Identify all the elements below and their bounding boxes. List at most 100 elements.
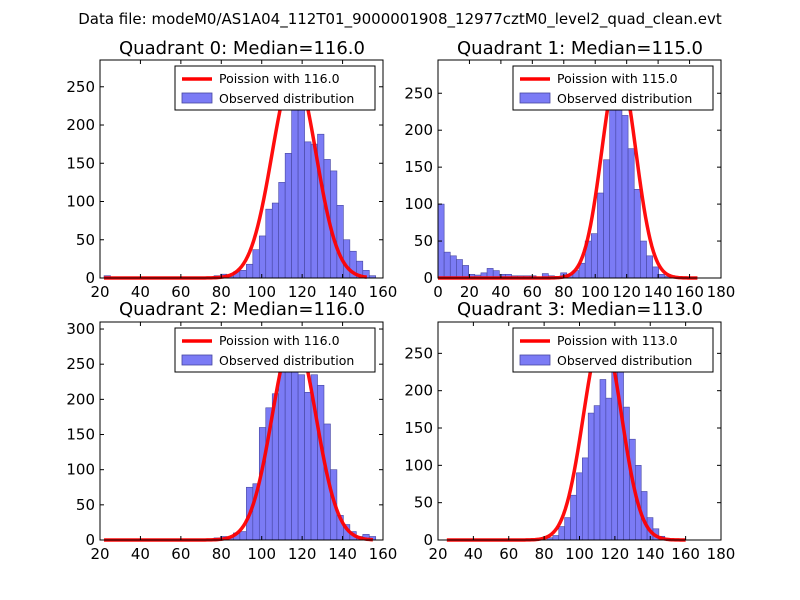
y-tick-label: 100	[66, 461, 95, 479]
y-tick-label: 150	[66, 426, 95, 444]
x-tick-label: 100	[581, 283, 610, 301]
x-tick-label: 140	[644, 283, 673, 301]
histogram-bar	[343, 239, 351, 279]
x-tick-label: 60	[171, 545, 190, 563]
y-tick-label: 150	[66, 154, 95, 172]
x-tick-label: 20	[90, 545, 109, 563]
histogram-bar	[449, 255, 457, 279]
x-tick-label: 120	[601, 545, 630, 563]
x-tick-label: 40	[131, 283, 150, 301]
y-tick-label: 250	[404, 344, 433, 362]
y-tick-label: 150	[404, 158, 433, 176]
histogram-bar	[336, 205, 344, 279]
x-tick-label: 80	[212, 283, 231, 301]
legend-histogram-label: Observed distribution	[219, 353, 354, 368]
histogram-bar	[317, 133, 325, 279]
axes-frame	[99, 59, 384, 279]
subplot-title: Quadrant 0: Median=116.0	[119, 38, 365, 59]
subplot-title: Quadrant 2: Median=116.0	[119, 299, 365, 320]
axes-frame	[437, 59, 722, 279]
x-tick-label: 60	[499, 545, 518, 563]
x-tick-label: 120	[612, 283, 641, 301]
histogram-bars	[213, 342, 377, 541]
axes: 20 40 60 80 100 120 140 160 0 50 100 150 200 250 300	[66, 320, 397, 563]
legend-fit-label: Poission with 113.0	[557, 333, 678, 348]
legend-histogram-label: Observed distribution	[557, 353, 692, 368]
x-tick-label: 80	[212, 545, 231, 563]
histogram-bar	[456, 259, 463, 279]
y-tick-label: 300	[66, 320, 95, 338]
histogram-bar	[564, 517, 571, 541]
x-tick-label: 100	[247, 545, 276, 563]
x-tick-label: 40	[464, 545, 483, 563]
y-tick-label: 250	[404, 84, 433, 102]
histogram-bar	[570, 494, 577, 541]
subplot-quadrant-2: Quadrant 2: Median=116.0 20 40 60 80 100 120 1…	[66, 299, 397, 563]
histogram-bar	[552, 535, 560, 541]
y-tick-label: 0	[423, 531, 433, 549]
x-tick-label: 80	[554, 283, 573, 301]
legend-histogram-swatch	[519, 92, 551, 104]
x-tick-label: 100	[565, 545, 594, 563]
histogram-bar	[615, 100, 623, 279]
subplot-quadrant-1: Quadrant 1: Median=115.0 0 20 40 60 80 100 120…	[404, 38, 735, 301]
subplot-title: Quadrant 3: Median=113.0	[457, 299, 703, 320]
histogram-bar	[627, 148, 635, 279]
legend: Poission with 113.0 Observed distributio…	[512, 327, 714, 373]
histogram-bar	[291, 86, 299, 279]
y-tick-label: 250	[66, 355, 95, 373]
x-tick-label: 80	[535, 545, 554, 563]
y-tick-label: 50	[76, 231, 95, 249]
subplot-title: Quadrant 1: Median=115.0	[457, 38, 703, 59]
y-tick-label: 100	[404, 456, 433, 474]
histogram-bar	[239, 531, 247, 541]
x-tick-label: 20	[90, 283, 109, 301]
histogram-bar	[646, 255, 653, 279]
legend-fit-label: Poission with 115.0	[557, 71, 678, 86]
histogram-bar	[297, 374, 305, 541]
legend-histogram-label: Observed distribution	[557, 91, 692, 106]
histogram-bar	[284, 153, 292, 279]
x-tick-label: 180	[707, 283, 736, 301]
y-tick-label: 0	[85, 531, 95, 549]
legend: Poission with 116.0 Observed distributio…	[174, 65, 376, 111]
histogram-bar	[593, 405, 601, 541]
y-tick-label: 200	[404, 121, 433, 139]
histogram-bar	[640, 240, 647, 279]
figure-title: Data file: modeM0/AS1A04_112T01_90000019…	[78, 10, 722, 29]
legend-fit-label: Poission with 116.0	[219, 71, 340, 86]
axes: 20 40 60 80 100 120 140 160 0 50 100 150 200 250	[66, 59, 398, 301]
histogram-bar	[658, 274, 666, 279]
histogram-bar	[599, 379, 607, 541]
subplot-quadrant-3: Quadrant 3: Median=113.0 20 40 60 80 100 120 1…	[404, 299, 735, 563]
subplot-quadrant-0: Quadrant 0: Median=116.0 20 40 60 80 100 120 1…	[66, 38, 397, 301]
x-tick-label: 40	[491, 283, 510, 301]
y-tick-label: 200	[66, 116, 95, 134]
x-tick-label: 20	[460, 283, 479, 301]
y-tick-label: 100	[404, 195, 433, 213]
histogram-bar	[291, 342, 299, 541]
histogram-bars	[437, 100, 672, 279]
x-tick-label: 140	[328, 283, 357, 301]
y-tick-label: 200	[404, 382, 433, 400]
histogram-bar	[239, 270, 247, 279]
histogram-bar	[252, 249, 260, 279]
histogram-bar	[462, 265, 469, 279]
y-tick-label: 50	[76, 496, 95, 514]
x-tick-label: 160	[369, 283, 398, 301]
y-tick-label: 100	[66, 193, 95, 211]
x-tick-label: 140	[636, 545, 665, 563]
y-tick-label: 250	[66, 78, 95, 96]
histogram-bar	[558, 526, 565, 541]
x-tick-label: 140	[328, 545, 357, 563]
legend: Poission with 115.0 Observed distributio…	[512, 65, 714, 111]
x-tick-label: 40	[131, 545, 150, 563]
histogram-bar	[609, 104, 617, 279]
y-tick-label: 50	[414, 494, 433, 512]
y-tick-label: 50	[414, 232, 433, 250]
axes: 20 40 60 80 100 120 140 160 180 0 50 100 150 200 250	[404, 321, 735, 563]
histogram-bar	[633, 189, 641, 279]
x-tick-label: 120	[288, 283, 317, 301]
